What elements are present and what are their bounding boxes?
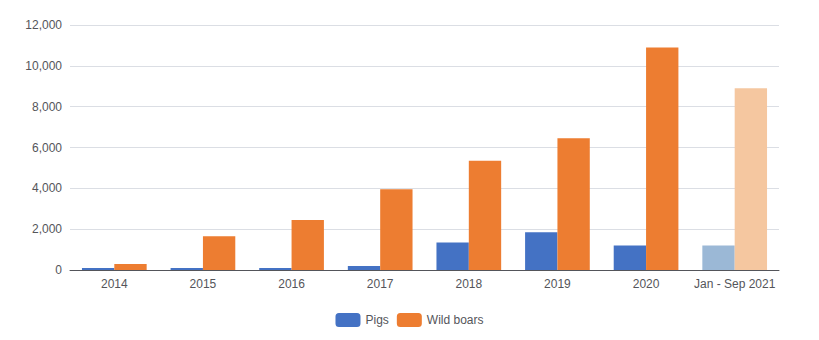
svg-text:Jan - Sep 2021: Jan - Sep 2021	[694, 277, 776, 291]
svg-text:8,000: 8,000	[32, 100, 62, 114]
svg-text:2015: 2015	[190, 277, 217, 291]
svg-text:6,000: 6,000	[32, 141, 62, 155]
svg-text:10,000: 10,000	[25, 59, 62, 73]
svg-text:Wild boars: Wild boars	[427, 313, 484, 327]
svg-text:12,000: 12,000	[25, 18, 62, 32]
svg-text:0: 0	[55, 263, 62, 277]
svg-text:4,000: 4,000	[32, 181, 62, 195]
svg-text:2019: 2019	[544, 277, 571, 291]
svg-text:2020: 2020	[633, 277, 660, 291]
svg-text:2014: 2014	[101, 277, 128, 291]
svg-text:2018: 2018	[455, 277, 482, 291]
svg-text:2017: 2017	[367, 277, 394, 291]
svg-text:Pigs: Pigs	[365, 313, 388, 327]
svg-text:2016: 2016	[278, 277, 305, 291]
svg-text:2,000: 2,000	[32, 222, 62, 236]
